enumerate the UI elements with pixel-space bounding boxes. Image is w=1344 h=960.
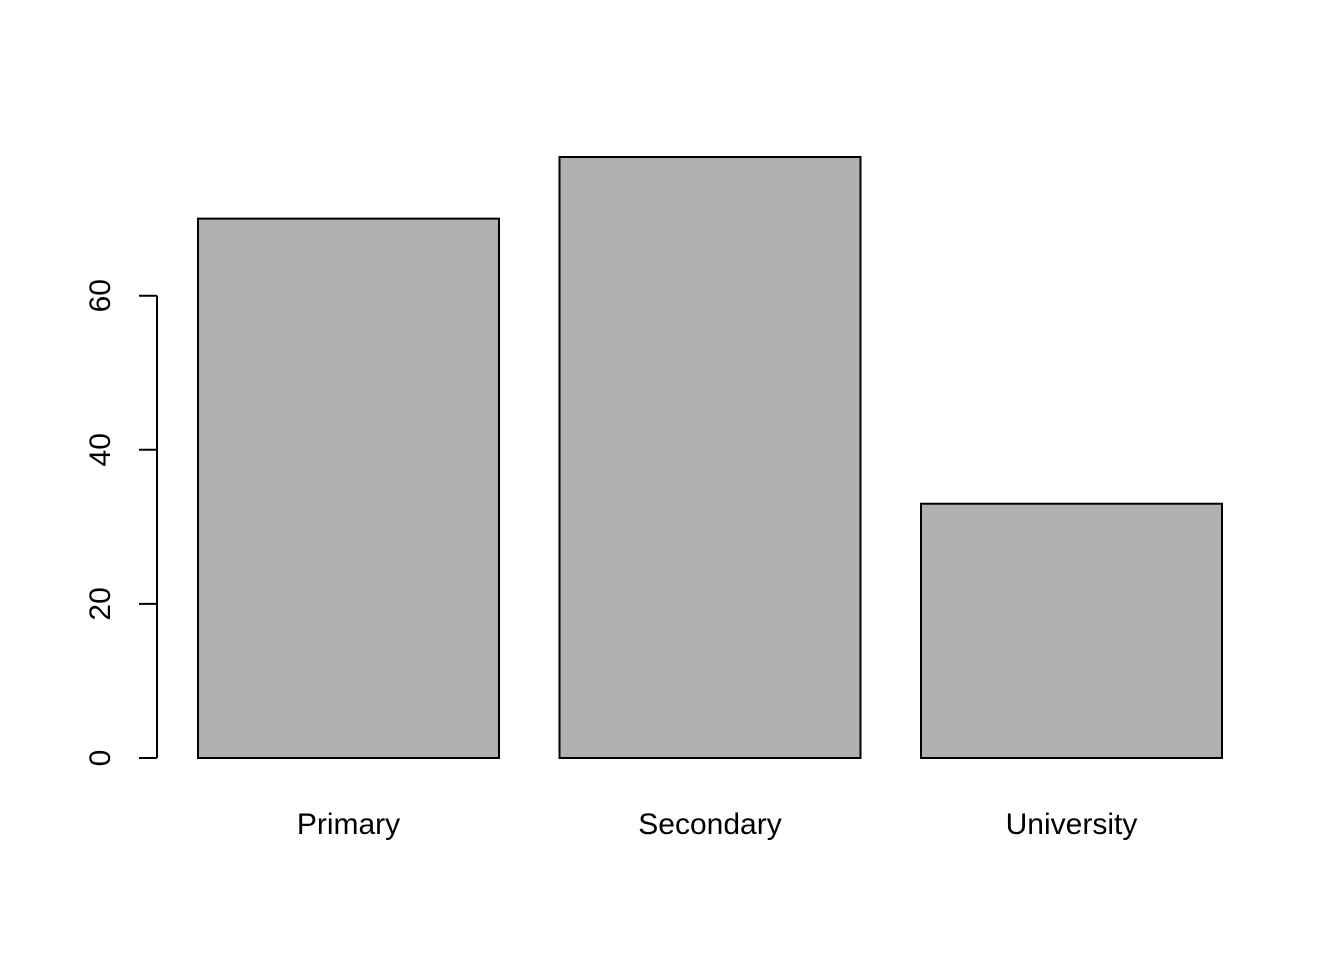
category-label: Primary — [297, 808, 400, 841]
bars-group — [197, 156, 1223, 759]
y-tick-label: 0 — [84, 750, 117, 767]
bar-primary — [197, 217, 500, 759]
y-tick-label: 20 — [84, 587, 117, 620]
bar-university — [920, 502, 1223, 759]
bar-secondary — [558, 156, 862, 759]
category-label: Secondary — [638, 808, 781, 841]
x-axis-labels: Primary Secondary University — [297, 808, 1138, 841]
y-tick-label: 60 — [84, 279, 117, 312]
y-tick-label: 40 — [84, 433, 117, 466]
category-label: University — [1006, 808, 1138, 841]
y-axis: 0 20 40 60 — [84, 279, 158, 767]
